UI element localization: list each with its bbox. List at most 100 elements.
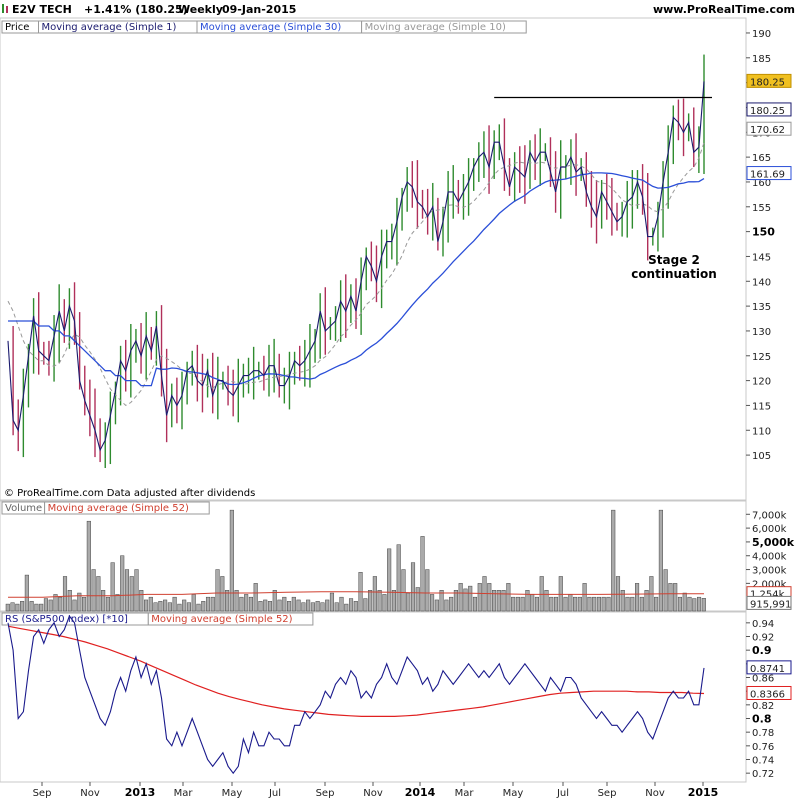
ma1-tag-bg (746, 102, 792, 117)
rs-panel (0, 611, 747, 783)
volume-bar (415, 587, 420, 612)
volume-bar (77, 592, 82, 612)
volume-bar (596, 596, 601, 612)
volume-bar (353, 601, 358, 612)
volume-bar (15, 603, 20, 612)
volume-bar (101, 590, 106, 612)
volume-last-tag: 915,991 (750, 599, 791, 610)
volume-bar (696, 596, 702, 612)
price-tick-label: 115 (752, 401, 771, 412)
volume-bar (272, 590, 277, 612)
volume-bar (320, 602, 325, 612)
volume-bar (348, 598, 354, 612)
candle-icon (2, 4, 8, 13)
volume-bar (434, 599, 439, 612)
volume-bar (658, 509, 663, 612)
price-tick-label: 105 (752, 451, 771, 462)
volume-bar (82, 596, 87, 612)
volume-bar (673, 583, 678, 612)
ma1-tag: 180.25 (750, 106, 785, 117)
volume-bar (449, 596, 454, 612)
volume-bar (196, 603, 201, 612)
x-tick-label: Sep (598, 788, 617, 799)
legend-item: Moving average (Simple 52) (151, 614, 292, 625)
volume-bar (496, 590, 501, 612)
volume-bar (277, 599, 282, 612)
volume-plot (5, 509, 706, 612)
volume-bar (205, 596, 211, 612)
ma30-line (8, 172, 705, 387)
volume-bar (549, 596, 554, 612)
legend-item: Moving average (Simple 52) (48, 503, 189, 514)
volume-bar (244, 594, 249, 612)
volume-bar (701, 598, 706, 612)
rs-ma52-tag: 0.8366 (750, 689, 785, 700)
rs-tick-label: 0.72 (752, 769, 774, 780)
price-tick-label: 185 (752, 54, 771, 65)
rs-tick-label: 0.94 (752, 619, 774, 630)
volume-bar (29, 601, 34, 612)
price-tick-label: 150 (752, 226, 775, 239)
volume-bar (67, 590, 72, 612)
price-panel (0, 17, 747, 501)
volume-ma52-tag: 1,254k (750, 590, 785, 601)
volume-bar (124, 569, 130, 612)
legend-item: Moving average (Simple 30) (200, 22, 341, 33)
x-tick-label: Jul (268, 788, 281, 799)
volume-bar (601, 596, 606, 612)
volume-bar (177, 603, 182, 612)
volume-bar (453, 590, 458, 612)
volume-bar (391, 590, 396, 612)
volume-bar (167, 602, 172, 612)
rs-tick-label: 0.74 (752, 756, 774, 767)
price-tick-label: 160 (752, 178, 771, 189)
volume-bar (687, 596, 692, 612)
volume-bar (525, 590, 530, 612)
volume-bar (39, 603, 44, 612)
rs-line (7, 614, 705, 775)
volume-bar (558, 576, 563, 612)
price-tick-label: 120 (752, 377, 771, 388)
price-tick-label: 125 (752, 352, 771, 363)
legend-item: Moving average (Simple 1) (42, 22, 177, 33)
rs-tick-label: 0.86 (752, 674, 774, 685)
volume-bar (301, 602, 306, 612)
volume-bar (263, 599, 268, 612)
x-tick-label: Nov (363, 788, 383, 799)
volume-bar (20, 601, 25, 612)
rs-plot (7, 614, 705, 775)
legend-box (44, 501, 210, 515)
volume-ma52-line (8, 591, 704, 598)
volume-bar (401, 569, 406, 612)
rs-ma52-line (7, 625, 705, 717)
volume-bar (644, 590, 649, 612)
volume-tick-label: 5,000k (752, 536, 795, 549)
volume-bar (668, 583, 673, 612)
volume-bar (611, 509, 616, 612)
volume-bar (191, 594, 196, 612)
volume-bar (282, 596, 287, 612)
rs-ma52-tag-bg (746, 685, 792, 700)
volume-bar (163, 599, 168, 612)
volume-bar (48, 599, 53, 612)
last-price-tag-bg (746, 73, 792, 88)
volume-bar (86, 520, 91, 612)
volume-bar (553, 596, 559, 612)
volume-bar (334, 602, 339, 612)
legend-item: Price (5, 22, 29, 33)
last-price-tag: 180.25 (750, 77, 785, 88)
volume-bar (239, 596, 244, 612)
volume-bar (501, 590, 506, 612)
price-tick-label: 140 (752, 277, 771, 288)
rs-tick-label: 0.82 (752, 701, 774, 712)
volume-bar (425, 569, 430, 612)
volume-bar (491, 590, 497, 612)
volume-bar (430, 594, 435, 612)
volume-bar (329, 592, 335, 612)
volume-bar (34, 603, 39, 612)
volume-bar (539, 576, 544, 612)
volume-bar (58, 596, 63, 612)
volume-bar (534, 596, 540, 612)
volume-bar (615, 576, 621, 612)
volume-bar (325, 599, 330, 612)
